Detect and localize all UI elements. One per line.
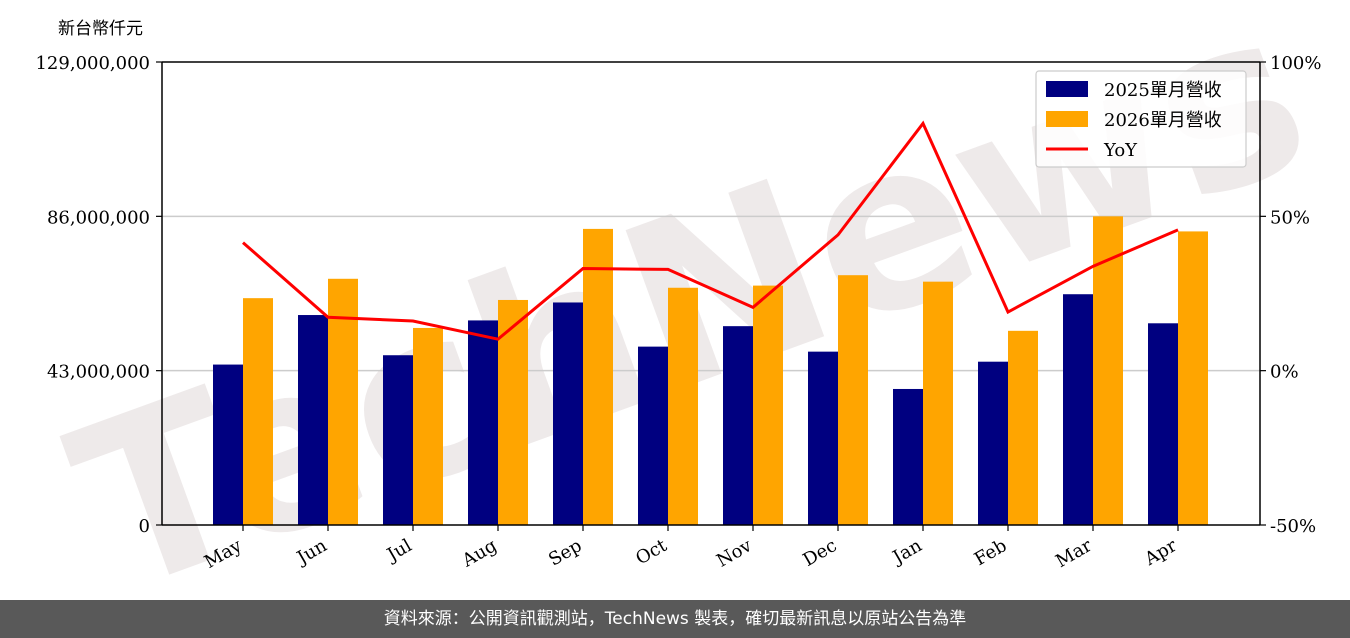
x-tick-label-apr: Apr <box>1140 535 1180 570</box>
x-tick-label-dec: Dec <box>800 535 841 571</box>
legend-item-yoy-label: YoY <box>1103 140 1138 161</box>
x-tick-label-oct: Oct <box>632 535 671 570</box>
bar-2025-jul <box>383 355 413 525</box>
bar-2025-jan <box>893 388 923 525</box>
x-tick-label-nov: Nov <box>713 535 756 572</box>
bar-2025-oct <box>638 346 668 525</box>
x-tick-label-mar: Mar <box>1052 535 1096 572</box>
legend: 2025單月營收 2026單月營收 YoY <box>1035 70 1247 168</box>
bar-2026-sep <box>583 228 613 525</box>
bar-2025-sep <box>553 302 583 525</box>
y-tick-label: 43,000,000 <box>47 362 150 383</box>
bar-2026-feb <box>1008 330 1038 525</box>
yoy-line <box>242 120 1179 341</box>
bars <box>213 216 1208 526</box>
bar-2025-dec <box>808 351 838 525</box>
legend-item-2025-swatch <box>1046 81 1088 97</box>
x-tick-label-aug: Aug <box>458 535 501 572</box>
y-axis-unit-label: 新台幣仟元 <box>58 19 143 39</box>
y-tick-label: 86,000,000 <box>47 207 150 228</box>
bar-2025-nov <box>723 326 753 525</box>
legend-box <box>1035 70 1247 168</box>
bar-2026-aug <box>498 299 528 525</box>
legend-item-2026-swatch <box>1046 111 1088 127</box>
bar-2026-nov <box>753 285 783 525</box>
bar-2025-aug <box>468 320 498 525</box>
bar-2026-jun <box>328 278 358 525</box>
bar-2026-oct <box>668 287 698 525</box>
legend-item-2026-label: 2026單月營收 <box>1104 110 1222 131</box>
y-tick-label: 129,000,000 <box>35 53 150 74</box>
y2-tick-label: 50% <box>1270 207 1310 228</box>
chart: TechNews 043,000,00086,000,000129,000,00… <box>35 0 1337 600</box>
bar-2026-apr <box>1178 231 1208 525</box>
x-tick-label-feb: Feb <box>971 535 1011 570</box>
y2-tick-label: 100% <box>1270 53 1321 74</box>
footer-source-note: 資料來源：公開資訊觀測站，TechNews 製表，確切最新訊息以原站公告為準 <box>0 600 1350 638</box>
bar-2026-jan <box>923 281 953 525</box>
bar-2025-may <box>213 364 243 525</box>
bar-2026-may <box>243 298 273 525</box>
y-tick-label: 0 <box>139 516 150 537</box>
bar-2025-mar <box>1063 294 1093 525</box>
bar-2026-mar <box>1093 216 1123 526</box>
y2-tick-label: 0% <box>1270 362 1299 383</box>
x-tick-label-jan: Jan <box>888 535 926 569</box>
bar-2025-feb <box>978 361 1008 525</box>
bar-2026-jul <box>413 327 443 525</box>
y2-tick-label: -50% <box>1270 516 1316 537</box>
yoy-line-layer <box>242 120 1179 341</box>
x-tick-label-sep: Sep <box>545 535 585 570</box>
bar-2025-apr <box>1148 323 1178 525</box>
bar-2026-dec <box>838 275 868 525</box>
legend-item-2025-label: 2025單月營收 <box>1104 80 1222 101</box>
bar-2025-jun <box>298 315 328 525</box>
